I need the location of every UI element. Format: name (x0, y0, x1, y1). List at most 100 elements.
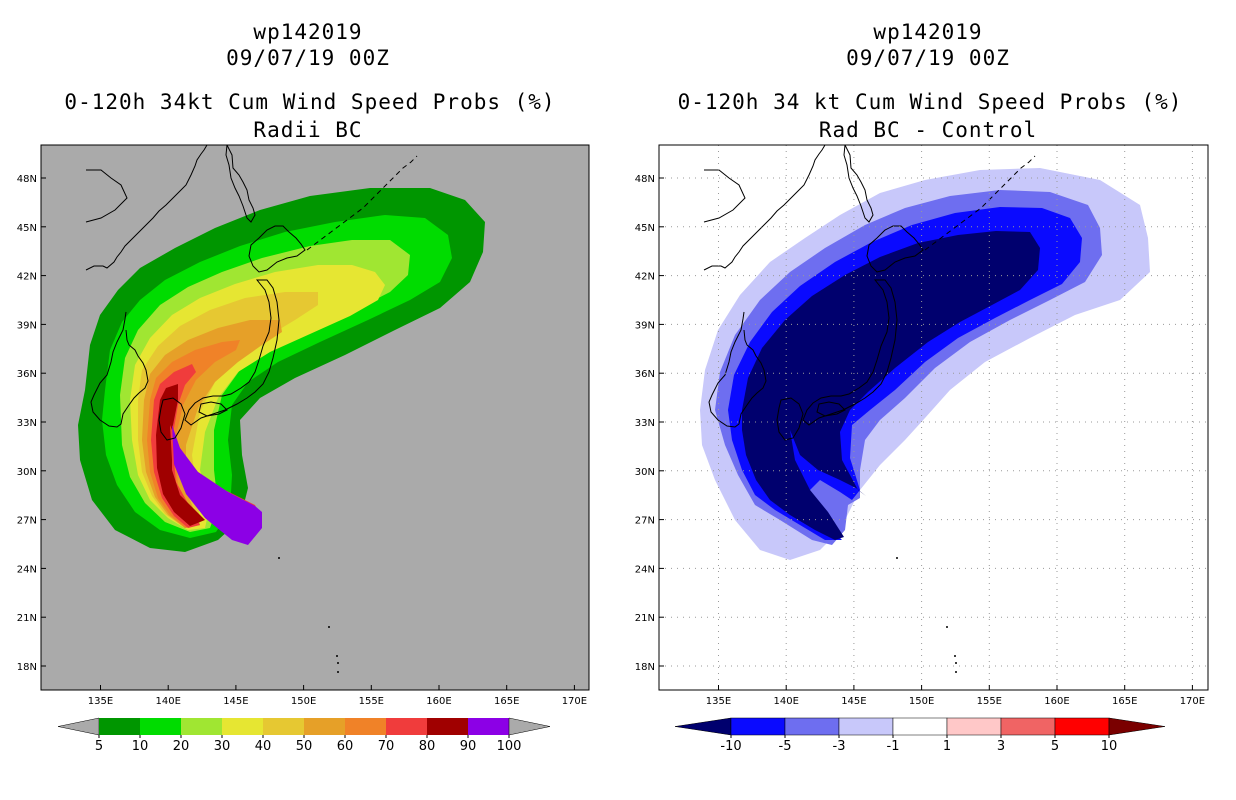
lon-tick-label: 165E (1112, 696, 1137, 707)
colorbar-swatch (730, 717, 786, 736)
colorbar-label: 10 (1101, 739, 1118, 754)
colorbar-label: 5 (95, 739, 103, 754)
lat-tick-label: 33N (17, 418, 37, 429)
lat-tick-label: 36N (635, 369, 655, 380)
right-storm-id: wp142019 (873, 20, 983, 44)
colorbar-high-triangle (1108, 717, 1166, 736)
lat-tick-label: 21N (635, 613, 655, 624)
lon-tick-label: 145E (223, 696, 248, 707)
lon-tick-label: 140E (155, 696, 180, 707)
right-title: 0-120h 34 kt Cum Wind Speed Probs (%) (677, 90, 1183, 114)
lat-tick-label: 24N (17, 564, 37, 575)
colorbar-label: 100 (497, 739, 522, 754)
left-datetime: 09/07/19 00Z (226, 46, 390, 70)
lat-tick-label: 39N (635, 320, 655, 331)
lon-tick-label: 170E (562, 696, 587, 707)
lat-tick-label: 24N (635, 564, 655, 575)
lat-tick-label: 18N (17, 662, 37, 673)
colorbar-label: 10 (132, 739, 149, 754)
lat-tick-label: 30N (635, 467, 655, 478)
colorbar-swatch (99, 718, 140, 735)
left-contour-80 (156, 384, 205, 526)
lon-tick-label: 135E (88, 696, 113, 707)
colorbar-swatch (386, 718, 427, 735)
lat-tick-label: 48N (17, 174, 37, 185)
lat-tick-label: 42N (635, 272, 655, 283)
colorbar-label: -3 (833, 739, 846, 754)
right-datetime: 09/07/19 00Z (846, 46, 1010, 70)
colorbar-swatch (892, 717, 948, 736)
colorbar-swatch (946, 717, 1002, 736)
colorbar-label: 1 (943, 739, 951, 754)
colorbar-label: -10 (720, 739, 741, 754)
lat-tick-label: 48N (635, 174, 655, 185)
lon-tick-label: 165E (494, 696, 519, 707)
colorbar-label: 3 (997, 739, 1005, 754)
colorbar-label: 50 (296, 739, 313, 754)
lon-tick-label: 150E (909, 696, 934, 707)
colorbar-label: 30 (214, 739, 231, 754)
colorbar-label: 60 (337, 739, 354, 754)
lon-tick-label: 155E (359, 696, 384, 707)
right-map: 135E 140E 145E 150E 155E 160E 165E 170E 48N 45N 42… (635, 144, 1209, 754)
colorbar-label: -1 (887, 739, 900, 754)
colorbar-label: 70 (378, 739, 395, 754)
lat-tick-label: 39N (17, 320, 37, 331)
colorbar-label: 80 (419, 739, 436, 754)
colorbar-label: 5 (1051, 739, 1059, 754)
lat-tick-label: 36N (17, 369, 37, 380)
lon-tick-label: 150E (291, 696, 316, 707)
colorbar-swatch (304, 718, 345, 735)
lat-tick-label: 27N (635, 516, 655, 527)
lon-tick-label: 135E (706, 696, 731, 707)
lon-tick-label: 155E (977, 696, 1002, 707)
colorbar-low-triangle (674, 717, 732, 736)
right-subtitle: Rad BC - Control (818, 118, 1038, 142)
colorbar-swatch (1000, 717, 1056, 736)
lon-tick-label: 145E (841, 696, 866, 707)
right-axis-ticks: 135E 140E 145E 150E 155E 160E 165E 170E 48N 45N 42… (635, 174, 1205, 707)
left-storm-id: wp142019 (253, 20, 363, 44)
left-contour-100 (172, 425, 262, 545)
lat-tick-label: 33N (635, 418, 655, 429)
lon-tick-label: 170E (1180, 696, 1205, 707)
colorbar-label: -5 (779, 739, 792, 754)
lat-tick-label: 21N (17, 613, 37, 624)
lat-tick-label: 42N (17, 272, 37, 283)
colorbar-swatch (1054, 717, 1110, 736)
colorbar-swatch (468, 718, 509, 735)
right-gridlines (659, 145, 1208, 690)
lat-tick-label: 45N (17, 223, 37, 234)
lat-tick-label: 30N (17, 467, 37, 478)
colorbar-label: 40 (255, 739, 272, 754)
colorbar-swatch (181, 718, 222, 735)
colorbar-swatch (345, 718, 386, 735)
lon-tick-label: 140E (773, 696, 798, 707)
right-contour-minus10 (742, 231, 1040, 540)
colorbar-swatch (784, 717, 840, 736)
lon-tick-label: 160E (1044, 696, 1069, 707)
left-map: 135E 140E 145E 150E 155E 160E 165E 170E 48N 45N 42… (17, 144, 590, 754)
colorbar-swatch (263, 718, 304, 735)
colorbar-label: 20 (173, 739, 190, 754)
left-axis-ticks: 135E 140E 145E 150E 155E 160E 165E 170E 48N 45N 42… (17, 174, 587, 707)
left-subtitle: Radii BC (253, 118, 363, 142)
lon-tick-label: 160E (426, 696, 451, 707)
lat-tick-label: 27N (17, 516, 37, 527)
left-colorbar: 5 10 20 30 40 50 60 70 80 90 100 (57, 717, 551, 754)
right-map-frame (658, 144, 1209, 691)
colorbar-swatch (427, 718, 468, 735)
colorbar-swatch (838, 717, 894, 736)
colorbar-label: 90 (460, 739, 477, 754)
lat-tick-label: 45N (635, 223, 655, 234)
colorbar-swatch (140, 718, 181, 735)
colorbar-swatch (222, 718, 263, 735)
colorbar-low-triangle (57, 717, 100, 736)
left-probability-contours (78, 145, 589, 674)
right-colorbar: -10 -5 -3 -1 1 3 5 10 (674, 717, 1166, 754)
left-title: 0-120h 34kt Cum Wind Speed Probs (%) (64, 90, 556, 114)
colorbar-high-triangle (508, 717, 551, 736)
lat-tick-label: 18N (635, 662, 655, 673)
left-map-frame (40, 144, 590, 691)
